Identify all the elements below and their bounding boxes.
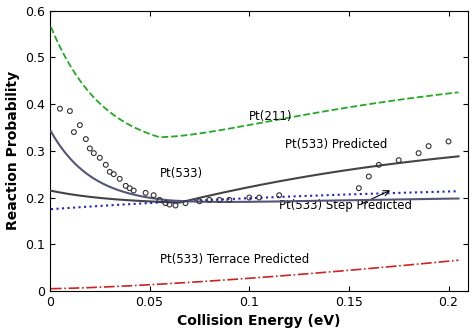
- Point: [355, 185, 363, 191]
- Point: [76, 122, 83, 128]
- X-axis label: Collision Energy (eV): Collision Energy (eV): [177, 314, 341, 328]
- Point: [110, 171, 118, 177]
- Point: [255, 195, 263, 200]
- Point: [172, 203, 179, 208]
- Point: [395, 157, 402, 163]
- Point: [116, 176, 124, 181]
- Point: [375, 162, 383, 167]
- Point: [142, 190, 149, 195]
- Point: [226, 197, 233, 202]
- Point: [246, 195, 253, 200]
- Point: [156, 197, 164, 202]
- Point: [415, 150, 422, 156]
- Point: [96, 155, 104, 160]
- Point: [66, 109, 73, 114]
- Point: [106, 169, 114, 174]
- Text: Pt(533): Pt(533): [160, 167, 203, 179]
- Point: [445, 139, 452, 144]
- Point: [216, 197, 223, 202]
- Text: Pt(533) Predicted: Pt(533) Predicted: [285, 139, 387, 151]
- Point: [122, 183, 129, 188]
- Point: [126, 185, 134, 191]
- Point: [90, 150, 98, 156]
- Point: [425, 143, 432, 149]
- Point: [166, 202, 173, 207]
- Point: [86, 146, 94, 151]
- Point: [130, 188, 137, 193]
- Point: [70, 129, 78, 135]
- Text: Pt(533) Terrace Predicted: Pt(533) Terrace Predicted: [160, 253, 309, 266]
- Point: [182, 200, 189, 206]
- Point: [275, 192, 283, 198]
- Text: Pt(533) Step Predicted: Pt(533) Step Predicted: [279, 199, 412, 212]
- Text: Pt(211): Pt(211): [249, 111, 293, 123]
- Point: [82, 136, 90, 142]
- Point: [365, 174, 373, 179]
- Point: [206, 197, 213, 202]
- Point: [196, 199, 203, 204]
- Y-axis label: Reaction Probability: Reaction Probability: [6, 71, 19, 230]
- Point: [56, 106, 64, 112]
- Point: [150, 192, 157, 198]
- Point: [102, 162, 109, 167]
- Point: [162, 200, 169, 206]
